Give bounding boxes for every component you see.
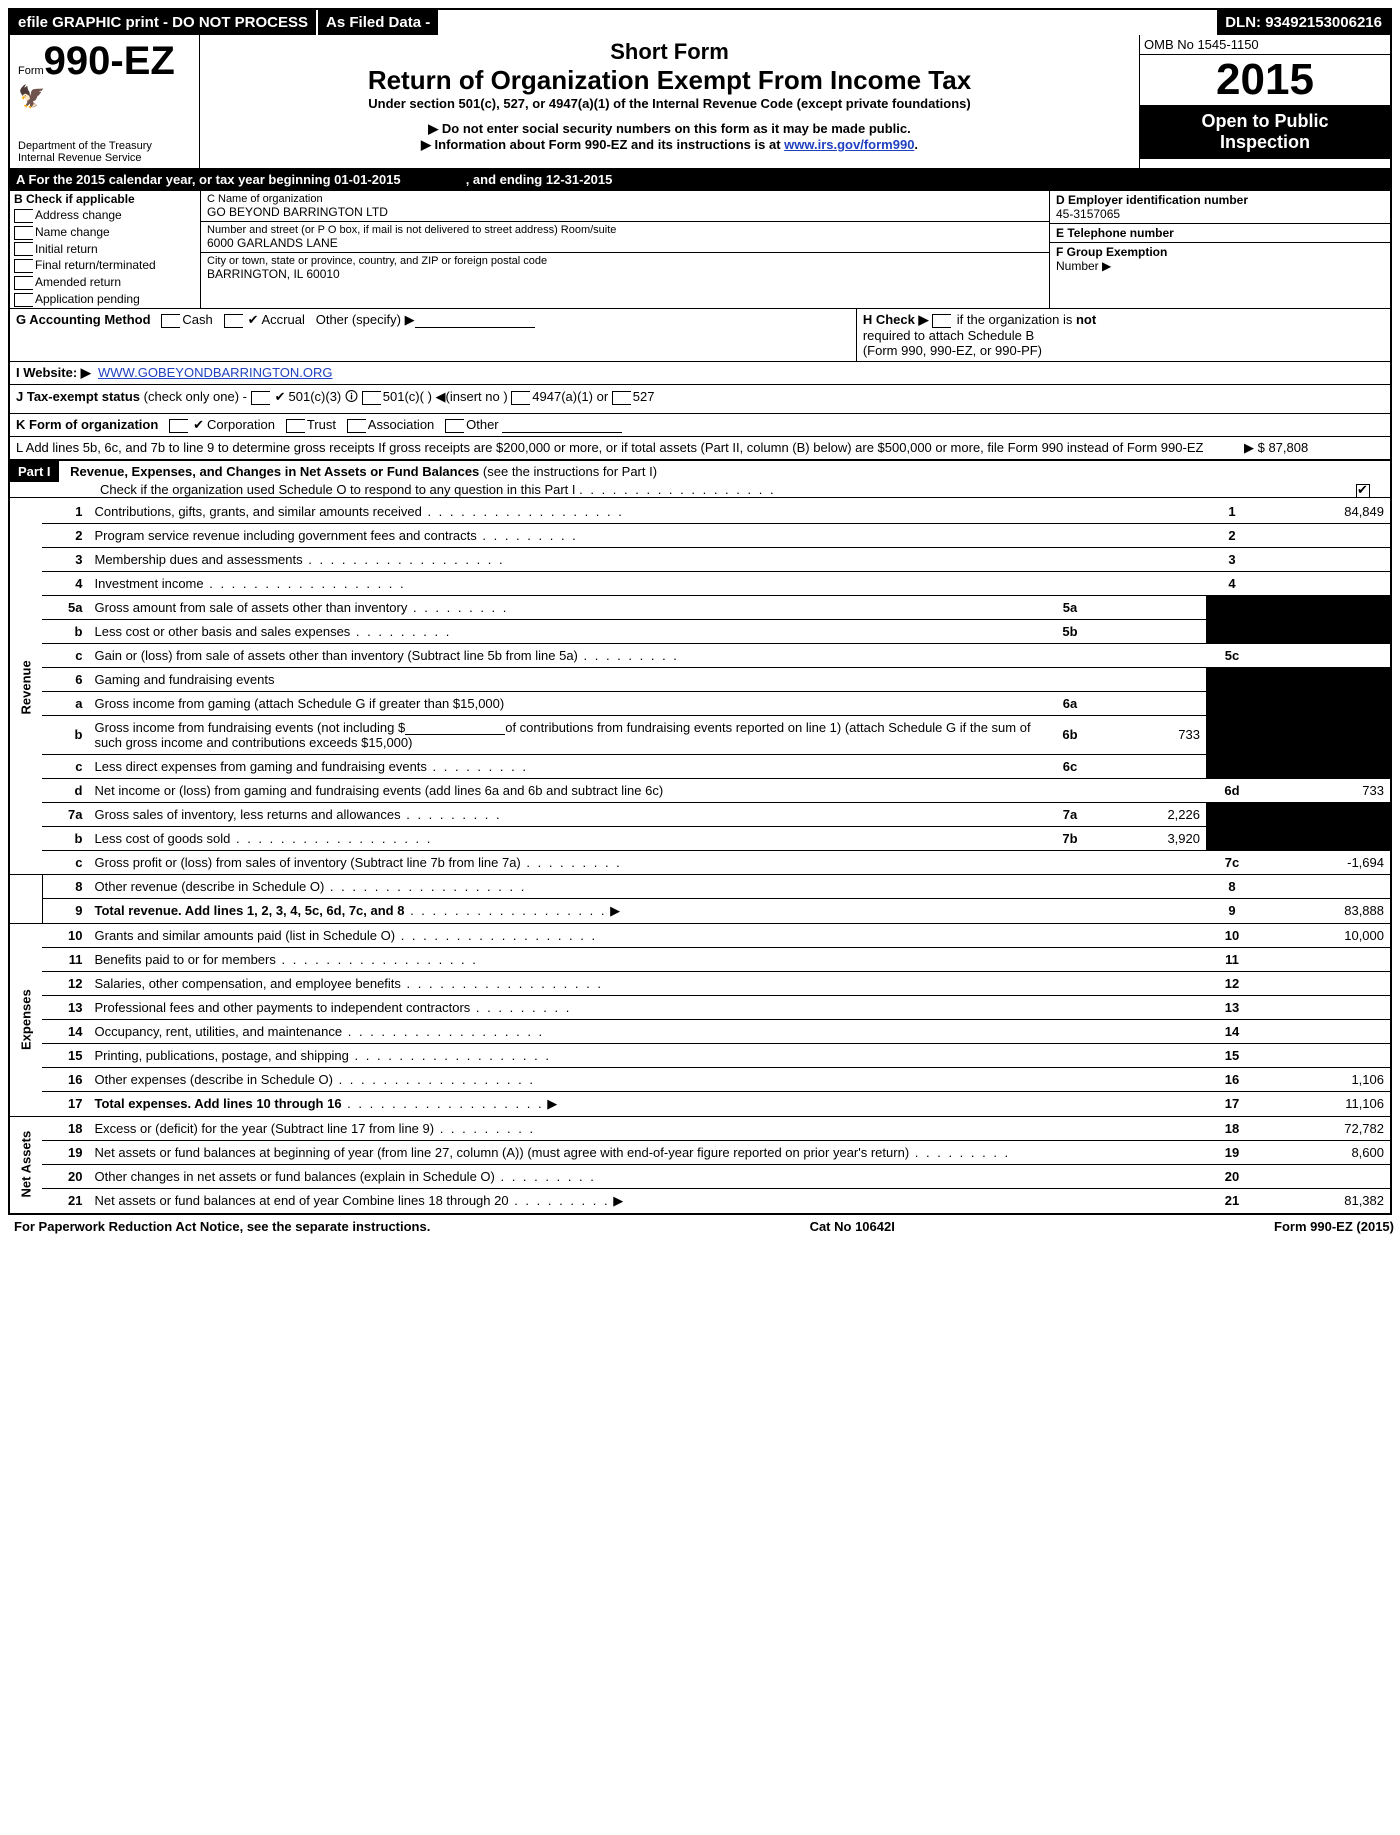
cb-amended-return[interactable]: Amended return	[10, 274, 200, 291]
org-name: GO BEYOND BARRINGTON LTD	[207, 205, 1043, 219]
val-10: 10,000	[1258, 923, 1390, 947]
line-j: J Tax-exempt status (check only one) - 5…	[10, 385, 1390, 414]
efile-label: efile GRAPHIC print - DO NOT PROCESS	[10, 10, 318, 35]
right-header: OMB No 1545-1150 2015 Open to Public Ins…	[1140, 35, 1390, 168]
bcdef-block: B Check if applicable Address change Nam…	[10, 191, 1390, 309]
val-7a: 2,226	[1094, 802, 1206, 826]
line-k: K Form of organization Corporation Trust…	[10, 414, 1390, 437]
cb-address-change[interactable]: Address change	[10, 207, 200, 224]
footer-right: Form 990-EZ (2015)	[1274, 1219, 1394, 1234]
line-i: I Website: ▶ WWW.GOBEYONDBARRINGTON.ORG	[10, 362, 1390, 385]
cb-schedule-b[interactable]	[932, 314, 951, 328]
page-footer: For Paperwork Reduction Act Notice, see …	[8, 1215, 1400, 1238]
footer-mid: Cat No 10642I	[810, 1219, 895, 1234]
val-18: 72,782	[1258, 1116, 1390, 1140]
val-6b: 733	[1094, 715, 1206, 754]
part-i-header: Part I Revenue, Expenses, and Changes in…	[10, 460, 1390, 498]
title-block: Short Form Return of Organization Exempt…	[200, 35, 1140, 168]
cb-final-return[interactable]: Final return/terminated	[10, 257, 200, 274]
help-icon[interactable]: 🛈	[345, 389, 358, 404]
cb-application-pending[interactable]: Application pending	[10, 291, 200, 308]
form-990ez-page: efile GRAPHIC print - DO NOT PROCESS As …	[8, 8, 1392, 1215]
title-short: Short Form	[208, 39, 1131, 65]
irs-eagle-icon: 🦅	[18, 84, 191, 110]
val-7b: 3,920	[1094, 826, 1206, 850]
line-g: G Accounting Method Cash Accrual Other (…	[10, 309, 857, 361]
section-def: D Employer identification number 45-3157…	[1050, 191, 1390, 308]
val-1: 84,849	[1258, 500, 1390, 524]
note-ssn: ▶ Do not enter social security numbers o…	[208, 121, 1131, 137]
footer-left: For Paperwork Reduction Act Notice, see …	[14, 1219, 430, 1234]
open-to-public: Open to Public Inspection	[1140, 105, 1390, 159]
val-19: 8,600	[1258, 1140, 1390, 1164]
section-c: C Name of organization GO BEYOND BARRING…	[201, 191, 1050, 308]
vlabel-expenses: Expenses	[10, 923, 42, 1116]
org-street: 6000 GARLANDS LANE	[207, 236, 1043, 250]
val-16: 1,106	[1258, 1067, 1390, 1091]
line-h: H Check ▶ if the organization is not req…	[857, 309, 1390, 361]
cb-schedule-o[interactable]	[1356, 484, 1370, 498]
val-21: 81,382	[1258, 1188, 1390, 1213]
line-l: L Add lines 5b, 6c, and 7b to line 9 to …	[10, 437, 1390, 460]
val-17: 11,106	[1258, 1091, 1390, 1116]
ein: 45-3157065	[1056, 207, 1384, 221]
cb-cash[interactable]	[161, 314, 180, 328]
line-gh: G Accounting Method Cash Accrual Other (…	[10, 309, 1390, 362]
lines-table: Revenue 1 Contributions, gifts, grants, …	[10, 500, 1390, 1213]
tax-year: 2015	[1140, 55, 1390, 105]
dln-label: DLN: 93492153006216	[1217, 10, 1390, 35]
form-header: Form990-EZ 🦅 Department of the Treasury …	[10, 35, 1390, 169]
vlabel-revenue: Revenue	[10, 500, 42, 875]
title-main: Return of Organization Exempt From Incom…	[208, 65, 1131, 96]
cb-initial-return[interactable]: Initial return	[10, 241, 200, 258]
asfiled-label: As Filed Data -	[318, 10, 440, 35]
dept-irs: Internal Revenue Service	[18, 152, 191, 164]
line-l-value: ▶ $ 87,808	[1238, 437, 1390, 459]
website-link[interactable]: WWW.GOBEYONDBARRINGTON.ORG	[98, 365, 333, 380]
val-7c: -1,694	[1258, 850, 1390, 874]
vlabel-netassets: Net Assets	[10, 1116, 42, 1213]
dept-treasury: Department of the Treasury	[18, 140, 191, 152]
cb-accrual[interactable]	[224, 314, 243, 328]
org-city: BARRINGTON, IL 60010	[207, 267, 1043, 281]
form-number-cell: Form990-EZ 🦅 Department of the Treasury …	[10, 35, 200, 168]
line-a: A For the 2015 calendar year, or tax yea…	[10, 169, 1390, 191]
val-9: 83,888	[1258, 898, 1390, 923]
note-info: ▶ Information about Form 990-EZ and its …	[208, 137, 1131, 153]
form-number: 990-EZ	[44, 39, 175, 83]
top-bar: efile GRAPHIC print - DO NOT PROCESS As …	[10, 10, 1390, 35]
irs-link[interactable]: www.irs.gov/form990	[784, 137, 914, 152]
cb-name-change[interactable]: Name change	[10, 224, 200, 241]
section-b: B Check if applicable Address change Nam…	[10, 191, 201, 308]
title-sub: Under section 501(c), 527, or 4947(a)(1)…	[208, 96, 1131, 111]
omb-number: OMB No 1545-1150	[1140, 35, 1390, 55]
val-6d: 733	[1258, 778, 1390, 802]
